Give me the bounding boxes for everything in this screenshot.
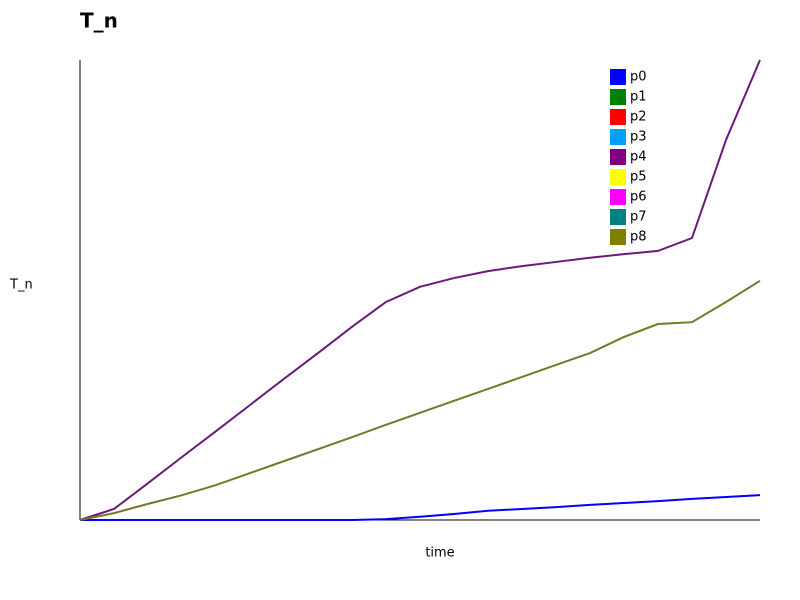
legend-swatch bbox=[610, 169, 626, 185]
x-axis-label: time bbox=[425, 546, 454, 561]
legend-swatch bbox=[610, 129, 626, 145]
legend-label: p4 bbox=[630, 150, 647, 165]
legend-label: p0 bbox=[630, 70, 647, 85]
series-line bbox=[79, 59, 761, 521]
legend-swatch bbox=[610, 69, 626, 85]
legend-swatch bbox=[610, 149, 626, 165]
legend-label: p6 bbox=[630, 190, 647, 205]
series-line bbox=[79, 279, 761, 521]
chart-title: T_n bbox=[80, 9, 118, 33]
legend-swatch bbox=[610, 89, 626, 105]
legend-label: p5 bbox=[630, 170, 647, 185]
legend-swatch bbox=[610, 229, 626, 245]
series-line bbox=[80, 494, 761, 521]
legend-label: p1 bbox=[630, 90, 647, 105]
legend-swatch bbox=[610, 209, 626, 225]
legend-swatch bbox=[610, 109, 626, 125]
legend-label: p8 bbox=[630, 230, 647, 245]
legend-swatch bbox=[610, 189, 626, 205]
y-axis-label: T_n bbox=[9, 278, 33, 293]
legend-label: p2 bbox=[630, 110, 647, 125]
legend-label: p3 bbox=[630, 130, 647, 145]
legend-label: p7 bbox=[630, 210, 647, 225]
